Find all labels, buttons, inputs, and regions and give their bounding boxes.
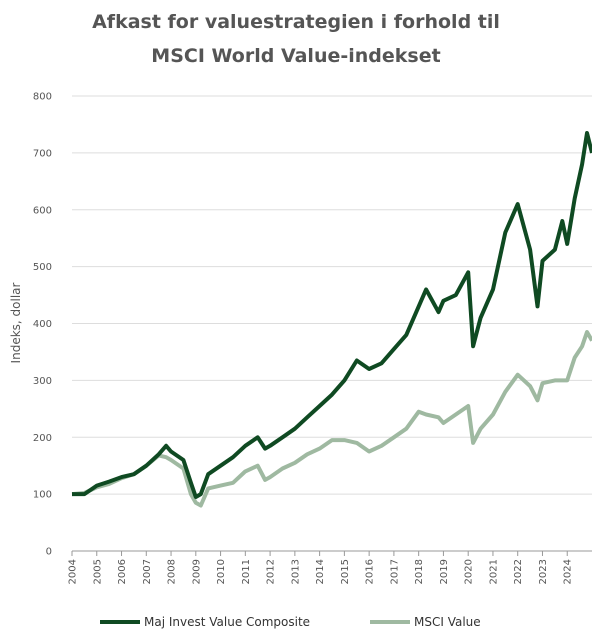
- y-tick-label: 100: [33, 490, 52, 501]
- x-tick-label: 2009: [191, 559, 202, 584]
- x-tick-label: 2023: [538, 559, 549, 584]
- x-tick-label: 2010: [216, 559, 227, 584]
- y-axis-label: Indeks, dollar: [9, 282, 23, 363]
- y-tick-label: 500: [33, 262, 52, 273]
- y-tick-label: 800: [33, 92, 52, 103]
- y-tick-label: 400: [33, 319, 52, 330]
- x-tick-label: 2017: [389, 559, 400, 584]
- x-tick-label: 2011: [241, 559, 252, 584]
- y-tick-label: 0: [46, 547, 52, 558]
- y-tick-label: 300: [33, 376, 52, 387]
- series-line: [72, 131, 592, 499]
- chart-title: Afkast for valuestrategien i forhold til: [92, 11, 500, 33]
- x-tick-label: 2008: [167, 559, 178, 584]
- x-tick-label: 2016: [365, 559, 376, 584]
- x-tick-label: 2013: [290, 559, 301, 584]
- x-tick-label: 2014: [315, 559, 326, 584]
- y-tick-label: 600: [33, 205, 52, 216]
- x-tick-label: 2020: [464, 559, 475, 584]
- x-tick-label: 2018: [414, 559, 425, 584]
- y-tick-label: 200: [33, 433, 52, 444]
- x-tick-label: 2007: [142, 559, 153, 584]
- x-tick-label: 2006: [117, 559, 128, 584]
- x-tick-label: 2021: [488, 559, 499, 584]
- series-line: [71, 330, 592, 508]
- x-tick-label: 2024: [563, 559, 574, 584]
- x-tick-label: 2004: [68, 559, 79, 584]
- legend-label: Maj Invest Value Composite: [144, 615, 310, 629]
- chart-title: MSCI World Value-indekset: [151, 45, 440, 67]
- x-tick-label: 2012: [266, 559, 277, 584]
- x-tick-label: 2019: [439, 559, 450, 584]
- x-tick-label: 2005: [92, 559, 103, 584]
- x-tick-label: 2015: [340, 559, 351, 584]
- x-tick-label: 2022: [513, 559, 524, 584]
- y-tick-label: 700: [33, 148, 52, 159]
- legend-label: MSCI Value: [414, 615, 481, 629]
